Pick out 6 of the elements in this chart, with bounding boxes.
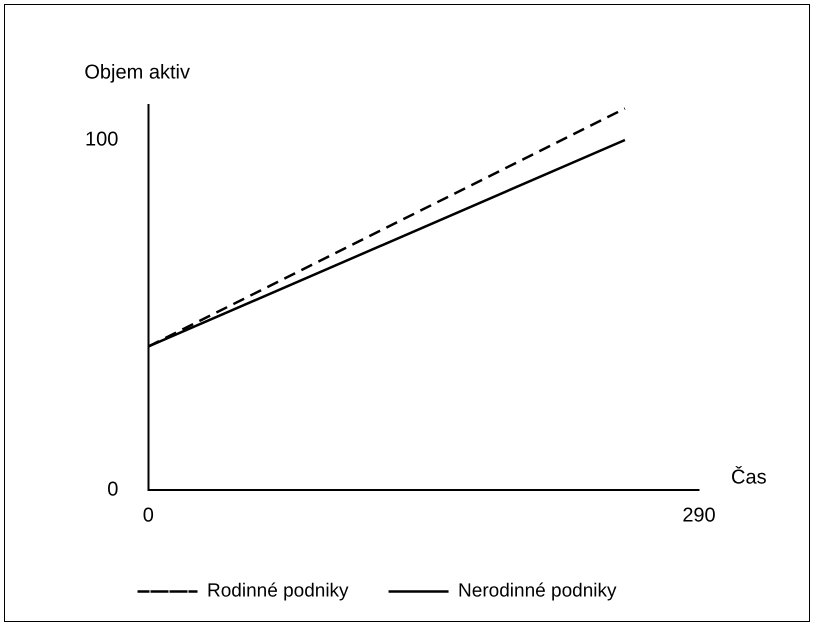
legend-label: Rodinné podniky (207, 580, 350, 602)
x-axis-title: Čas (731, 466, 767, 489)
legend-label: Nerodinné podniky (458, 580, 617, 602)
y-tick-label: 100 (84, 128, 118, 151)
y-axis-title: Objem aktiv (84, 62, 190, 84)
x-tick-label: 290 (682, 504, 716, 527)
